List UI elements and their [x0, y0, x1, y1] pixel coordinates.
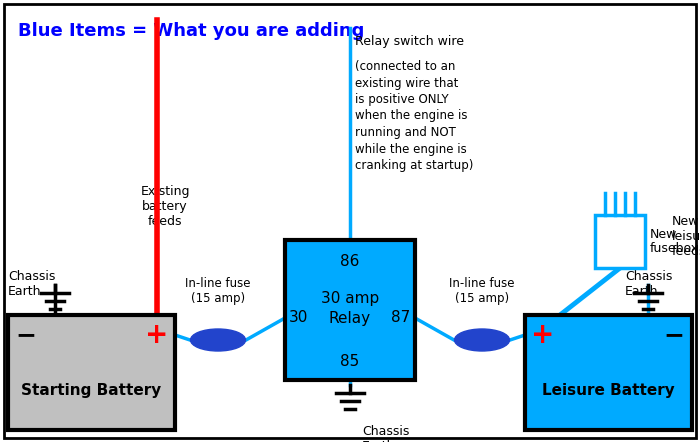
Bar	[285, 240, 415, 380]
Bar	[595, 215, 645, 268]
Text: 85: 85	[340, 354, 360, 370]
Bar	[525, 315, 692, 430]
Text: Existing
battery
feeds: Existing battery feeds	[140, 185, 190, 228]
Bar	[8, 315, 175, 430]
Text: Chassis
Earth: Chassis Earth	[362, 425, 410, 442]
Text: −: −	[15, 323, 36, 347]
Text: Leisure Battery: Leisure Battery	[542, 383, 675, 398]
Text: +: +	[531, 321, 554, 349]
Text: Chassis
Earth: Chassis Earth	[8, 270, 55, 298]
Text: Blue Items = What you are adding: Blue Items = What you are adding	[18, 22, 365, 40]
Text: −: −	[664, 323, 685, 347]
Text: New
leisure
feeds: New leisure feeds	[672, 215, 700, 258]
Ellipse shape	[190, 329, 246, 351]
Ellipse shape	[454, 329, 510, 351]
Text: Relay switch wire: Relay switch wire	[355, 35, 464, 48]
Text: In-line fuse
(15 amp): In-line fuse (15 amp)	[186, 277, 251, 305]
Text: (connected to an
existing wire that
is positive ONLY
when the engine is
running : (connected to an existing wire that is p…	[355, 60, 473, 172]
Text: New
fusebox: New fusebox	[650, 228, 699, 255]
Text: 30: 30	[289, 310, 309, 325]
Text: Relay: Relay	[329, 310, 371, 325]
Text: 86: 86	[340, 255, 360, 270]
Text: 30 amp: 30 amp	[321, 290, 379, 305]
Text: Starting Battery: Starting Battery	[22, 383, 162, 398]
Text: In-line fuse
(15 amp): In-line fuse (15 amp)	[449, 277, 514, 305]
Text: +: +	[146, 321, 169, 349]
Text: Chassis
Earth: Chassis Earth	[625, 270, 673, 298]
Text: 87: 87	[391, 310, 411, 325]
